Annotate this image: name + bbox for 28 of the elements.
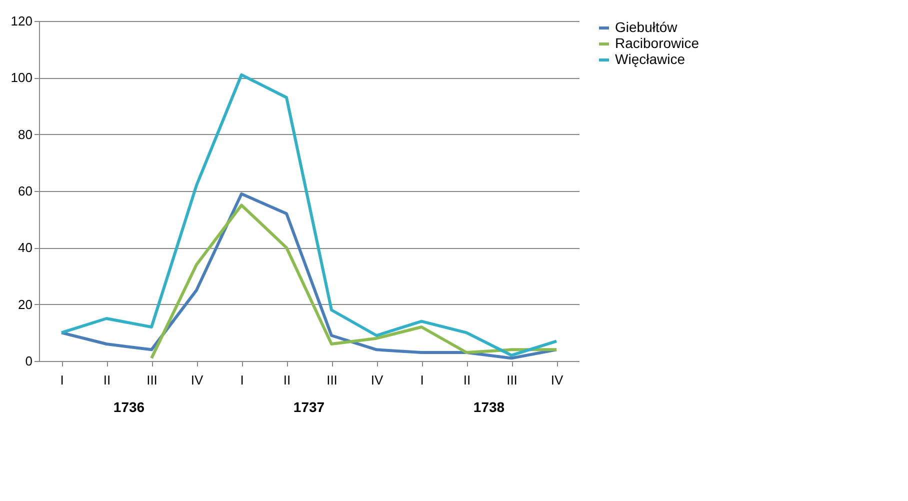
line-series [150, 204, 558, 360]
x-tick-label: III [326, 372, 338, 388]
legend-label: Giebułtów [615, 19, 678, 35]
x-tick-label: IV [550, 372, 564, 388]
legend-label: Raciborowice [615, 35, 700, 51]
y-tick-label: 20 [18, 296, 32, 312]
x-tick-label: III [506, 372, 518, 388]
x-tick-label: IV [370, 372, 384, 388]
y-tick-label: 120 [10, 14, 32, 28]
line-series [60, 73, 558, 357]
x-tick-label: I [240, 372, 244, 388]
x-tick-label: I [60, 372, 64, 388]
x-tick-label: II [103, 372, 111, 388]
x-tick-label: II [463, 372, 471, 388]
y-tick-label: 40 [18, 240, 32, 256]
x-tick-label: I [420, 372, 424, 388]
text: 1738 [473, 399, 505, 415]
legend-label: Więcławice [615, 51, 686, 67]
x-tick-label: IV [190, 372, 204, 388]
x-tick-label: III [146, 372, 158, 388]
y-tick-label: 100 [10, 70, 32, 86]
y-tick-label: 80 [18, 126, 32, 142]
x-tick-label: II [283, 372, 291, 388]
y-tick-label: 60 [18, 184, 32, 198]
text: 1737 [293, 399, 325, 415]
y-tick-label: 0 [25, 354, 32, 368]
text: 1736 [113, 399, 145, 415]
line-series [60, 192, 558, 360]
